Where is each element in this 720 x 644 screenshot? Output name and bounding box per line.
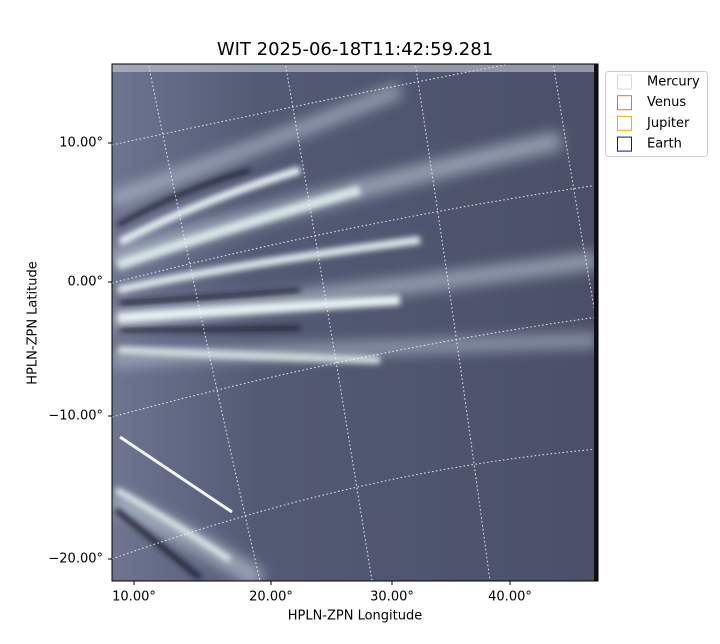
legend-swatch [617,136,632,152]
legend: Mercury Venus Jupiter Earth [605,71,708,157]
legend-label: Jupiter [646,116,690,131]
x-tick-label: 40.00° [488,590,532,605]
legend-swatch [617,115,632,131]
y-tick-label: −20.00° [48,552,103,567]
image [112,64,598,581]
legend-label: Mercury [647,75,700,90]
legend-swatch [617,74,632,90]
x-tick-label: 30.00° [370,590,414,605]
y-tick-label: 0.00° [68,275,103,290]
title: WIT 2025-06-18T11:42:59.281 [217,39,493,60]
legend-swatch [617,95,632,111]
legend-label: Earth [647,137,682,152]
y-tick-label: −10.00° [48,409,103,424]
y-axis-label: HPLN-ZPN Latitude [26,261,41,384]
y-tick-label: 10.00° [59,136,103,151]
axes-frame [111,63,599,582]
x-axis-label: HPLN-ZPN Longitude [288,609,423,624]
x-tick-label: 20.00° [249,590,293,605]
legend-label: Venus [647,95,686,110]
x-tick-label: 10.00° [112,590,156,605]
